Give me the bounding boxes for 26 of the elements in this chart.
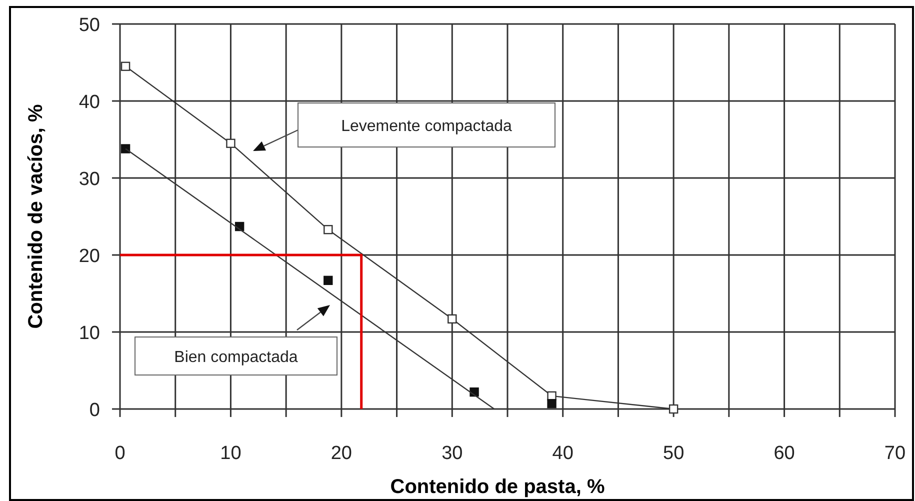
x-tick-label: 30: [442, 443, 463, 464]
x-tick-label: 60: [774, 443, 795, 464]
x-tick-label: 10: [220, 443, 242, 464]
point: [668, 404, 678, 414]
x-tick-label: 20: [330, 443, 352, 464]
x-tick-label: 70: [884, 443, 906, 464]
y-tick-label: 30: [78, 169, 100, 190]
y-tick-label: 20: [78, 246, 100, 267]
point: [547, 399, 556, 408]
x-tick-label: 0: [114, 443, 126, 464]
y-tick-label: 50: [78, 15, 100, 36]
annotation: Bien compactada: [174, 349, 298, 366]
point: [448, 314, 457, 324]
x-axis-title: Contenido de pasta, %: [390, 476, 605, 498]
x-tick-label: 50: [663, 443, 684, 464]
point: [120, 62, 130, 71]
y-tick-label: 40: [78, 92, 100, 113]
point: [324, 224, 333, 234]
y-tick-label: 0: [89, 400, 100, 421]
point: [120, 144, 130, 154]
y-tick-label: 10: [78, 323, 100, 344]
y-axis-title: Contenido de vacíos, %: [25, 104, 47, 329]
x-tick-label: 40: [552, 443, 574, 464]
point: [324, 276, 333, 286]
annotation: Levemente compactada: [341, 118, 512, 135]
point: [226, 138, 236, 148]
